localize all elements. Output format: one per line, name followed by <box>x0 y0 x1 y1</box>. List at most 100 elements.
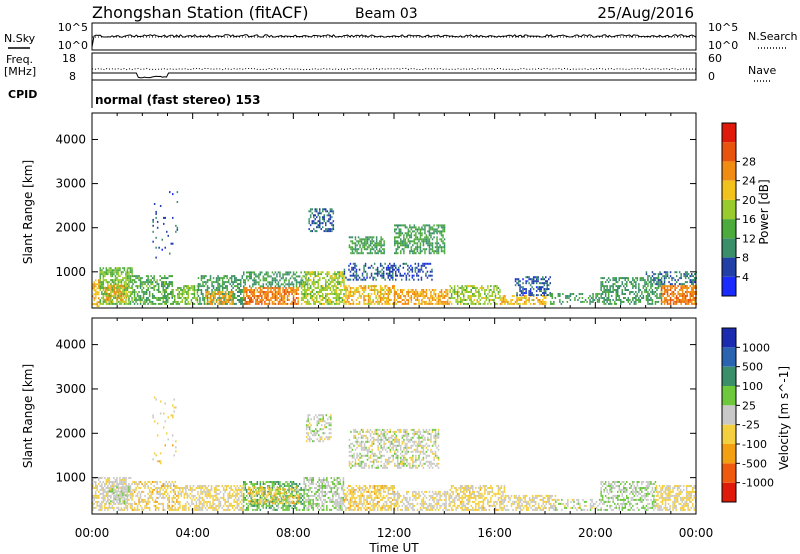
heatmap-cell <box>363 285 365 288</box>
heatmap-cell <box>416 293 419 295</box>
heatmap-cell <box>672 291 675 293</box>
heatmap-cell <box>406 302 408 305</box>
heatmap-cell <box>282 297 284 299</box>
heatmap-cell <box>510 300 512 303</box>
heatmap-cell <box>663 297 666 299</box>
heatmap-cell <box>397 246 399 249</box>
heatmap-cell <box>466 291 468 293</box>
heatmap-cell <box>463 295 465 297</box>
heatmap-cell <box>238 487 240 489</box>
heatmap-cell <box>326 300 329 303</box>
heatmap-cell <box>354 276 356 279</box>
heatmap-cell <box>351 295 353 297</box>
heatmap-cell <box>596 300 599 303</box>
heatmap-cell <box>415 234 417 237</box>
heatmap-cell <box>372 240 375 243</box>
heatmap-cell <box>117 506 120 509</box>
heatmap-cell <box>246 289 248 291</box>
heatmap-cell <box>252 293 254 295</box>
heatmap-cell <box>256 295 259 297</box>
heatmap-cell <box>294 273 296 276</box>
heatmap-cell <box>352 293 355 295</box>
heatmap-cell <box>354 274 356 277</box>
heatmap-cell <box>389 299 391 301</box>
heatmap-cell <box>325 297 327 299</box>
heatmap-cell <box>317 271 319 274</box>
heatmap-cell <box>689 275 691 278</box>
heatmap-cell <box>136 295 139 297</box>
heatmap-cell <box>274 287 277 289</box>
heatmap-cell <box>665 277 667 280</box>
heatmap-cell <box>381 302 383 305</box>
heatmap-cell <box>651 291 654 293</box>
heatmap-cell <box>120 281 123 284</box>
heatmap-cell <box>262 291 265 293</box>
heatmap-cell <box>167 416 169 419</box>
heatmap-cell <box>335 277 338 280</box>
heatmap-cell <box>317 279 319 282</box>
heatmap-cell <box>425 238 428 241</box>
heatmap-cell <box>162 287 164 289</box>
heatmap-cell <box>183 291 185 293</box>
heatmap-cell <box>237 285 239 288</box>
heatmap-cell <box>647 283 649 286</box>
heatmap-cell <box>113 488 115 491</box>
heatmap-cell <box>162 492 164 495</box>
heatmap-cell <box>624 287 626 289</box>
heatmap-cell <box>232 275 234 278</box>
heatmap-cell <box>230 291 233 293</box>
heatmap-cell <box>167 485 169 487</box>
heatmap-cell <box>596 299 599 301</box>
heatmap-cell <box>415 246 417 249</box>
heatmap-cell <box>395 293 397 295</box>
heatmap-cell <box>626 289 628 291</box>
heatmap-cell <box>217 283 219 286</box>
heatmap-cell <box>235 277 237 280</box>
heatmap-cell <box>98 500 100 503</box>
heatmap-cell <box>184 289 187 291</box>
heatmap-cell <box>227 297 230 299</box>
heatmap-cell <box>373 291 376 293</box>
heatmap-cell <box>185 504 187 507</box>
heatmap-cell <box>289 302 292 305</box>
heatmap-cell <box>110 302 112 305</box>
heatmap-cell <box>381 299 383 301</box>
heatmap-cell <box>285 291 287 293</box>
heatmap-cell <box>191 487 193 489</box>
heatmap-cell <box>227 506 229 509</box>
heatmap-cell <box>395 299 397 301</box>
heatmap-cell <box>176 201 179 203</box>
heatmap-cell <box>630 283 633 286</box>
heatmap-cell <box>332 281 335 284</box>
heatmap-cell <box>220 285 222 288</box>
heatmap-cell <box>212 299 215 301</box>
heatmap-cell <box>292 273 295 276</box>
heatmap-cell <box>683 293 685 295</box>
heatmap-cell <box>325 222 327 225</box>
heatmap-cell <box>314 275 316 278</box>
heatmap-cell <box>172 242 174 245</box>
heatmap-cell <box>523 302 526 305</box>
heatmap-cell <box>177 300 179 303</box>
heatmap-cell <box>222 508 225 511</box>
heatmap-cell <box>219 504 222 507</box>
heatmap-cell <box>195 506 198 509</box>
heatmap-cell <box>429 270 432 273</box>
heatmap-cell <box>122 291 124 293</box>
heatmap-cell <box>238 488 240 491</box>
heatmap-cell <box>380 246 382 249</box>
heatmap-cell <box>355 299 358 301</box>
heatmap-cell <box>236 502 238 505</box>
heatmap-cell <box>691 289 693 291</box>
heatmap-cell <box>173 488 175 491</box>
heatmap-cell <box>614 302 616 305</box>
heatmap-cell <box>665 273 667 276</box>
heatmap-cell <box>686 273 688 276</box>
heatmap-cell <box>190 300 193 303</box>
heatmap-cell <box>122 490 124 493</box>
heatmap-cell <box>155 210 157 213</box>
heatmap-cell <box>238 496 240 499</box>
heatmap-cell <box>135 487 137 489</box>
heatmap-cell <box>663 281 666 284</box>
heatmap-cell <box>624 279 626 282</box>
